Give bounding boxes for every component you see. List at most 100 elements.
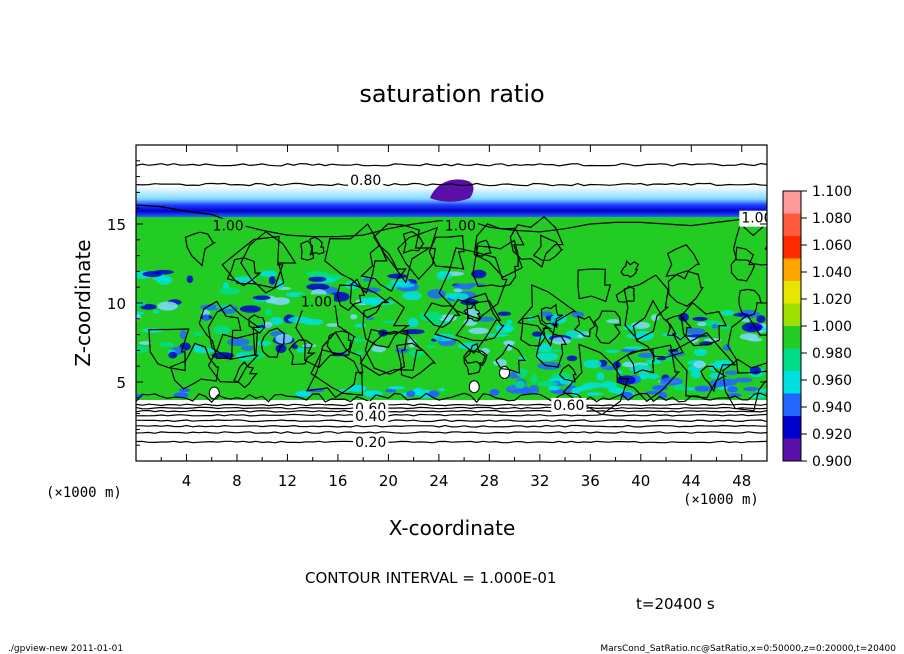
contour-line: [402, 230, 425, 255]
field-patch: [436, 270, 452, 281]
contour-line: [738, 288, 762, 317]
field-patch: [136, 311, 145, 315]
contour-line: [360, 244, 407, 292]
contour-line: [288, 339, 317, 366]
field-patch-base: [413, 387, 423, 393]
field-patch-base: [548, 385, 560, 391]
contour-line: [136, 424, 767, 428]
contour-line: [136, 406, 767, 410]
field-patch: [720, 309, 735, 316]
field-patch: [402, 329, 425, 335]
field-patch: [453, 283, 474, 290]
contour-line: [372, 223, 432, 284]
contour-line: [593, 310, 622, 345]
contour-label-backdrop: [442, 218, 478, 235]
field-patch: [711, 323, 718, 329]
contour-line: [309, 236, 325, 256]
field-patch: [288, 316, 312, 324]
contour-line: [680, 301, 728, 347]
field-patch: [672, 384, 687, 391]
contour-line: [423, 302, 461, 328]
contour-label-text: 1.00: [445, 219, 476, 235]
field-patch: [329, 291, 350, 302]
contour-line: [722, 358, 767, 412]
field-patch: [534, 352, 559, 361]
y-tick-label: 15: [107, 216, 126, 234]
y-tick-label: 5: [116, 374, 126, 392]
x-tick-label: 4: [182, 472, 192, 490]
contour-line: [495, 343, 527, 374]
colorbar-label: 1.080: [812, 211, 852, 227]
field-patch: [497, 311, 512, 316]
colorbar-swatch: [783, 416, 801, 439]
field-patch: [505, 341, 513, 351]
field-patch: [647, 373, 660, 380]
field-patch-base: [652, 384, 669, 391]
field-patch: [480, 347, 490, 355]
field-patch: [761, 327, 767, 332]
contour-label-backdrop: [348, 172, 384, 189]
field-patch: [381, 320, 396, 324]
field-patch: [596, 372, 605, 381]
contour-line: [438, 247, 508, 320]
colorbar-swatch: [783, 348, 801, 372]
field-patch: [549, 349, 565, 353]
x-tick-label: 12: [278, 472, 297, 490]
footer-left: ./gpview-new 2011-01-01: [8, 644, 123, 654]
field-patch: [306, 283, 330, 291]
field-patch: [638, 352, 656, 358]
contour-line: [349, 283, 390, 319]
field-patch: [690, 369, 701, 379]
contour-line: [730, 246, 756, 282]
colorbar-swatch: [783, 438, 801, 462]
field-patch: [506, 319, 513, 325]
contour-line: [434, 298, 502, 354]
field-patch: [259, 270, 277, 278]
contour-line: [306, 331, 364, 399]
x-tick-label: 24: [429, 472, 448, 490]
colorbar-swatch: [783, 258, 801, 282]
contour-line: [248, 314, 266, 334]
field-patch: [685, 327, 706, 335]
x-axis-title: X-coordinate: [389, 516, 516, 540]
contour-label-backdrop: [353, 408, 389, 425]
colorbar-swatch: [783, 326, 801, 349]
heatmap-field: 0.801.001.001.001.000.600.400.200.60: [136, 145, 767, 461]
contour-line: [364, 328, 409, 375]
field-white-hole: [208, 386, 220, 400]
colorbar-label: 0.980: [812, 346, 852, 362]
field-patch: [306, 271, 329, 278]
colorbar-label: 1.060: [812, 238, 852, 254]
x-unit-label-right: (×1000 m): [683, 492, 759, 508]
field-patch: [645, 359, 662, 365]
field-patch: [252, 295, 271, 300]
field-patch: [152, 276, 164, 281]
contour-line: [184, 231, 217, 267]
contour-label-backdrop: [353, 435, 389, 452]
colorbar-swatch: [783, 213, 801, 237]
field-patch: [402, 291, 422, 301]
contour-line: [295, 305, 357, 369]
contour-line: [326, 330, 352, 355]
colorbar-label: 0.940: [812, 400, 852, 416]
field-patch: [740, 318, 752, 322]
contour-label-text: 0.40: [355, 409, 386, 425]
contour-line: [240, 230, 297, 294]
field-patch-base: [384, 389, 397, 393]
contour-line: [562, 343, 629, 416]
colorbar-label: 0.900: [812, 454, 852, 470]
field-patch: [502, 326, 515, 331]
field-patch: [600, 381, 617, 389]
field-patch: [531, 331, 542, 337]
colorbar-swatch: [783, 303, 801, 327]
contour-line: [616, 344, 681, 403]
x-tick-label: 28: [480, 472, 499, 490]
contour-label-backdrop: [739, 210, 767, 227]
contour-label: 0.20: [353, 435, 389, 452]
field-patch: [296, 347, 305, 353]
field-patch: [577, 334, 584, 339]
contour-line: [667, 270, 704, 307]
x-tick-label: 36: [581, 472, 600, 490]
x-tick-label: 44: [682, 472, 701, 490]
contour-line: [136, 182, 767, 187]
